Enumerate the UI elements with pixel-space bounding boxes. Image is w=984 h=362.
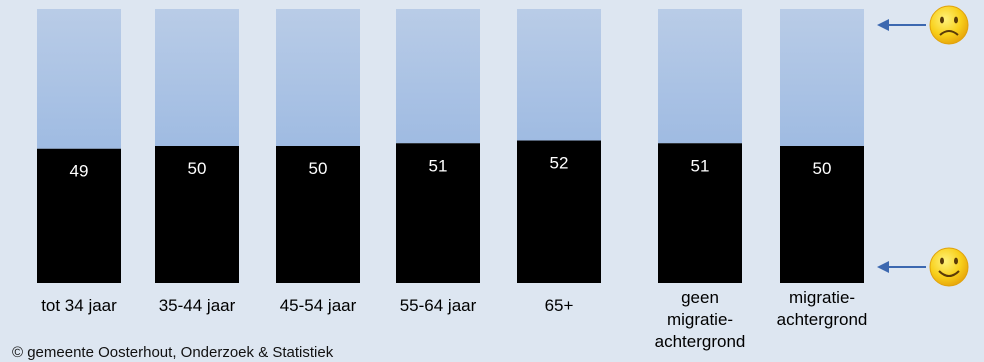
bar-remainder-segment bbox=[37, 9, 121, 149]
bar-value-segment bbox=[37, 148, 121, 283]
bar-remainder-segment bbox=[517, 9, 601, 141]
data-label: 51 bbox=[429, 156, 448, 175]
category-label: 35-44 jaar bbox=[159, 296, 236, 315]
arrow-left-icon bbox=[877, 19, 889, 31]
data-label: 50 bbox=[188, 159, 207, 178]
category-label: 45-54 jaar bbox=[280, 296, 357, 315]
category-label: tot 34 jaar bbox=[41, 296, 117, 315]
bar-remainder-segment bbox=[276, 9, 360, 146]
data-label: 52 bbox=[550, 154, 569, 173]
bar-value-segment bbox=[396, 143, 480, 283]
sad-smiley-icon bbox=[929, 5, 969, 45]
data-label: 50 bbox=[813, 159, 832, 178]
arrow-left-icon bbox=[877, 261, 889, 273]
bar-value-segment bbox=[155, 146, 239, 283]
bars-group: 49 50 50 51 52 51 50 bbox=[37, 9, 864, 283]
bottom-scale-marker bbox=[877, 247, 969, 287]
bar-value-segment bbox=[780, 146, 864, 283]
bar-remainder-segment bbox=[658, 9, 742, 144]
bar-value-segment bbox=[517, 140, 601, 283]
category-label: geen migratie-achtergrond bbox=[655, 288, 746, 351]
bar-value-segment bbox=[276, 146, 360, 283]
data-label: 50 bbox=[309, 159, 328, 178]
bar-remainder-segment bbox=[396, 9, 480, 144]
category-label: 65+ bbox=[545, 296, 574, 315]
category-label: migratie-achtergrond bbox=[777, 288, 868, 329]
category-labels-group: tot 34 jaar 35-44 jaar 45-54 jaar 55-64 jaa… bbox=[41, 288, 867, 351]
data-label: 49 bbox=[70, 162, 89, 181]
category-label: 55-64 jaar bbox=[400, 296, 477, 315]
footnote: © gemeente Oosterhout, Onderzoek & Stati… bbox=[12, 344, 334, 361]
bar-remainder-segment bbox=[155, 9, 239, 146]
top-scale-marker bbox=[877, 5, 969, 45]
bar-remainder-segment bbox=[780, 9, 864, 146]
data-label: 51 bbox=[691, 156, 710, 175]
scale-markers-group bbox=[877, 5, 969, 287]
bar-value-segment bbox=[658, 143, 742, 283]
happy-smiley-icon bbox=[929, 247, 969, 287]
